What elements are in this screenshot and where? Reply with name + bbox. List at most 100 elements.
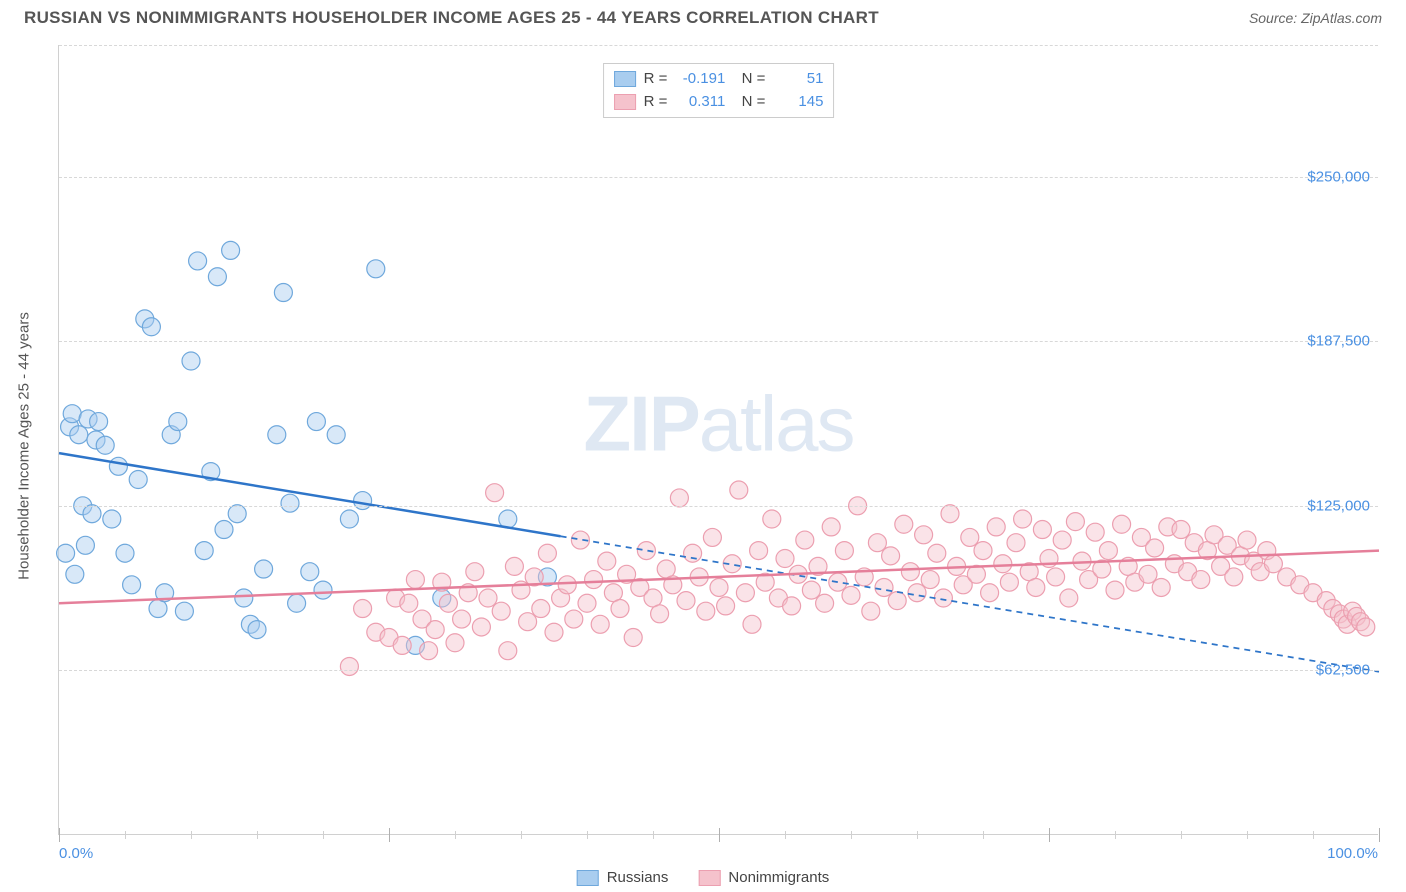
scatter-point [538, 544, 556, 562]
scatter-point [1172, 521, 1190, 539]
chart-title: RUSSIAN VS NONIMMIGRANTS HOUSEHOLDER INC… [24, 8, 879, 28]
x-tick-minor [1115, 831, 1116, 839]
x-tick-minor [983, 831, 984, 839]
title-bar: RUSSIAN VS NONIMMIGRANTS HOUSEHOLDER INC… [0, 0, 1406, 32]
legend-label: Russians [607, 869, 669, 886]
scatter-point [406, 571, 424, 589]
scatter-point [921, 571, 939, 589]
scatter-point [129, 471, 147, 489]
scatter-point [684, 544, 702, 562]
scatter-point [472, 618, 490, 636]
scatter-point [169, 413, 187, 431]
x-tick-minor [1313, 831, 1314, 839]
scatter-point [142, 318, 160, 336]
x-tick-major [389, 828, 390, 842]
scatter-point [499, 642, 517, 660]
scatter-point [730, 481, 748, 499]
scatter-svg [59, 45, 1378, 834]
stat-n-value: 145 [773, 91, 823, 114]
gridline [59, 45, 1378, 46]
scatter-point [677, 592, 695, 610]
x-tick-minor [851, 831, 852, 839]
scatter-point [835, 542, 853, 560]
scatter-point [1007, 534, 1025, 552]
scatter-point [301, 563, 319, 581]
x-tick-minor [917, 831, 918, 839]
scatter-point [248, 621, 266, 639]
stat-legend-row: R =-0.191 N =51 [614, 68, 824, 91]
x-tick-major [1049, 828, 1050, 842]
scatter-point [802, 581, 820, 599]
scatter-point [670, 489, 688, 507]
scatter-point [103, 510, 121, 528]
scatter-point [763, 510, 781, 528]
scatter-point [651, 605, 669, 623]
scatter-point [717, 597, 735, 615]
scatter-point [1152, 578, 1170, 596]
scatter-point [888, 592, 906, 610]
scatter-point [1066, 513, 1084, 531]
y-tick-label: $62,500 [1316, 662, 1370, 679]
gridline [59, 341, 1378, 342]
x-tick-minor [257, 831, 258, 839]
scatter-point [796, 531, 814, 549]
scatter-point [492, 602, 510, 620]
scatter-point [281, 494, 299, 512]
legend-swatch [698, 870, 720, 886]
scatter-point [743, 615, 761, 633]
scatter-point [703, 528, 721, 546]
scatter-point [941, 505, 959, 523]
stat-r-label: R = [644, 91, 668, 114]
scatter-point [1225, 568, 1243, 586]
y-axis-label: Householder Income Ages 25 - 44 years [16, 312, 33, 580]
scatter-point [288, 594, 306, 612]
scatter-point [545, 623, 563, 641]
scatter-point [400, 594, 418, 612]
scatter-point [83, 505, 101, 523]
x-tick-minor [521, 831, 522, 839]
scatter-point [710, 578, 728, 596]
scatter-point [453, 610, 471, 628]
x-label-left: 0.0% [59, 845, 93, 862]
scatter-point [215, 521, 233, 539]
scatter-point [1238, 531, 1256, 549]
y-tick-label: $125,000 [1307, 497, 1370, 514]
scatter-point [70, 426, 88, 444]
legend-label: Nonimmigrants [728, 869, 829, 886]
stat-legend-row: R =0.311 N =145 [614, 91, 824, 114]
scatter-point [116, 544, 134, 562]
scatter-point [367, 260, 385, 278]
scatter-point [182, 352, 200, 370]
scatter-point [314, 581, 332, 599]
scatter-point [611, 600, 629, 618]
scatter-point [1139, 565, 1157, 583]
scatter-point [327, 426, 345, 444]
scatter-point [1192, 571, 1210, 589]
scatter-point [928, 544, 946, 562]
scatter-point [1264, 555, 1282, 573]
scatter-point [1106, 581, 1124, 599]
y-tick-label: $250,000 [1307, 168, 1370, 185]
scatter-point [235, 589, 253, 607]
scatter-point [822, 518, 840, 536]
x-tick-minor [125, 831, 126, 839]
scatter-point [439, 594, 457, 612]
legend-swatch [614, 71, 636, 87]
scatter-point [776, 550, 794, 568]
scatter-point [624, 629, 642, 647]
stat-r-value: -0.191 [675, 68, 725, 91]
scatter-point [340, 510, 358, 528]
scatter-point [697, 602, 715, 620]
scatter-point [76, 536, 94, 554]
scatter-point [123, 576, 141, 594]
scatter-point [228, 505, 246, 523]
scatter-point [994, 555, 1012, 573]
scatter-point [1113, 515, 1131, 533]
scatter-point [934, 589, 952, 607]
plot-area: ZIPatlas R =-0.191 N =51R =0.311 N =145 … [58, 45, 1378, 835]
scatter-point [420, 642, 438, 660]
scatter-point [1000, 573, 1018, 591]
x-tick-minor [455, 831, 456, 839]
scatter-point [189, 252, 207, 270]
scatter-point [987, 518, 1005, 536]
